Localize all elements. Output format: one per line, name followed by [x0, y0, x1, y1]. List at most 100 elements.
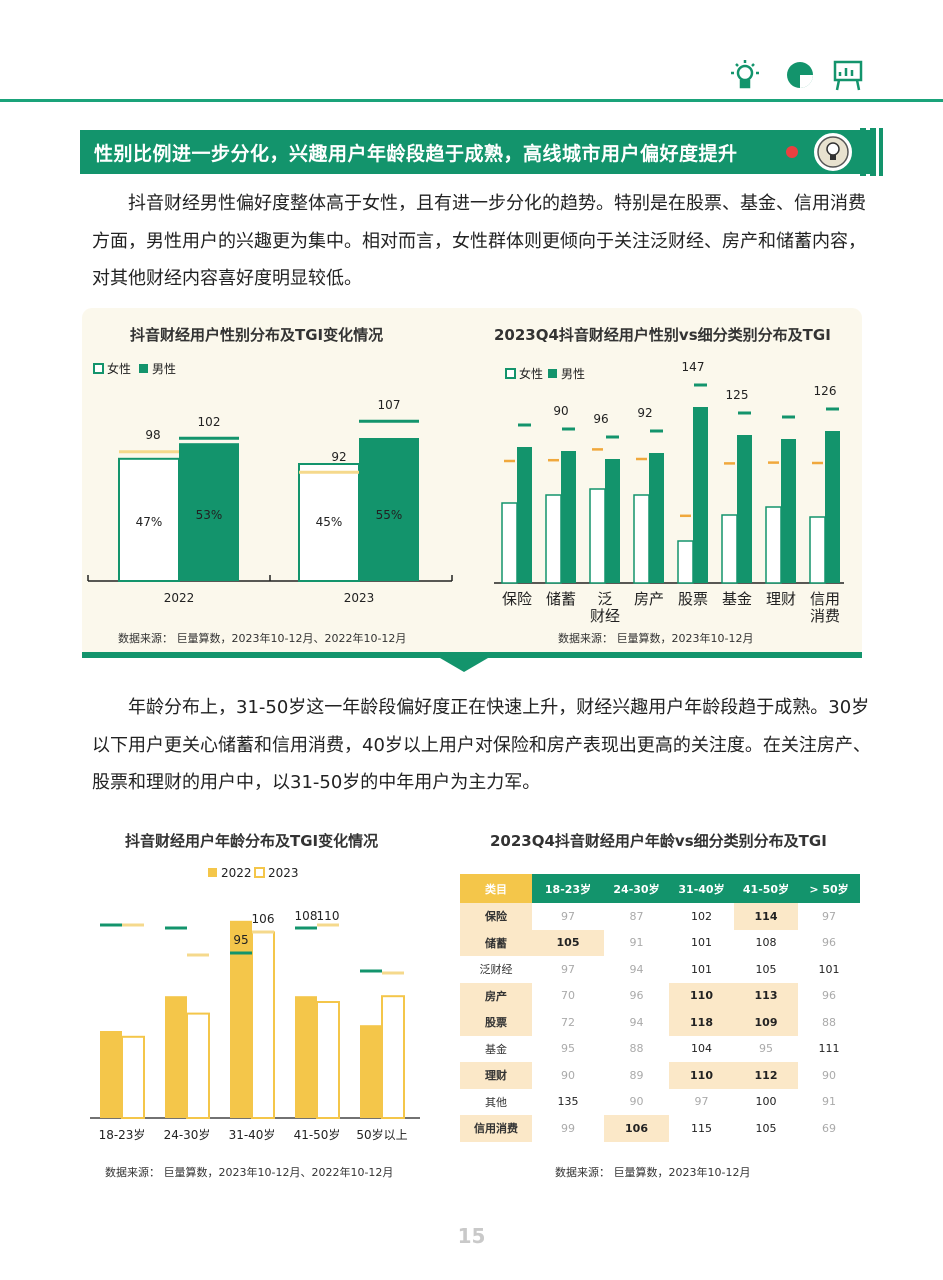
chart1-title: 抖音财经用户性别分布及TGI变化情况	[130, 326, 384, 344]
chart1-source: 数据来源： 巨量算数，2023年10-12月、2022年10-12月	[118, 632, 407, 645]
bar-female	[809, 516, 826, 584]
bar-2022	[360, 1025, 382, 1118]
bar-2022	[100, 1031, 122, 1118]
x-tick-label: 泛	[597, 590, 612, 608]
bar-female	[501, 502, 518, 584]
header-age-group: 18-23岁	[532, 874, 604, 903]
tgi-cell: 94	[629, 962, 644, 976]
tgi-cell: 89	[629, 1068, 644, 1082]
legend-swatch-male	[548, 369, 557, 378]
tgi-cell: 114	[734, 903, 798, 930]
bar-male	[781, 439, 796, 583]
bar-label-male: 53%	[196, 508, 223, 522]
tgi-cell: 104	[691, 1042, 712, 1056]
tgi-cell: 90	[822, 1068, 836, 1082]
chart3-source: 数据来源： 巨量算数，2023年10-12月、2022年10-12月	[105, 1166, 394, 1179]
bar-female	[589, 488, 606, 584]
tgi-label-2023: 106	[252, 912, 275, 926]
tgi-cell: 70	[561, 989, 575, 1003]
x-tick-label: 24-30岁	[164, 1127, 211, 1142]
x-tick-label: 2022	[164, 591, 195, 605]
header-rule	[0, 99, 943, 102]
tgi-cell: 95	[561, 1042, 575, 1056]
tgi-cell: 105	[532, 929, 604, 956]
tgi-cell: 88	[629, 1042, 644, 1056]
pie-chart-icon	[787, 62, 813, 88]
legend-label-male: 男性	[152, 362, 176, 376]
bar-2023	[251, 931, 275, 1120]
bar-2023	[121, 1035, 145, 1119]
tgi-cell: 72	[561, 1015, 575, 1029]
tgi-cell: 110	[669, 982, 734, 1009]
bar-male	[605, 459, 620, 583]
bar-male	[517, 447, 532, 583]
lightbulb-badge-icon	[812, 131, 854, 173]
bar-label-female: 45%	[316, 515, 343, 529]
paragraph-gender: 抖音财经男性偏好度整体高于女性，且有进一步分化的趋势。特别是在股票、基金、信用消…	[92, 193, 866, 290]
row-category: 股票	[460, 1009, 532, 1036]
tgi-cell: 135	[557, 1095, 579, 1109]
tgi-cell: 113	[734, 982, 798, 1009]
tgi-cell: 115	[691, 1121, 712, 1135]
x-tick-label: 2023	[344, 591, 375, 605]
tgi-cell: 96	[629, 989, 644, 1003]
row-category: 基金	[485, 1042, 507, 1056]
tgi-cell: 97	[561, 909, 575, 923]
x-tick-label: 储蓄	[546, 590, 576, 608]
chart4-title: 2023Q4抖音财经用户年龄vs细分类别分布及TGI	[490, 832, 827, 850]
x-tick-label: 消费	[810, 607, 840, 625]
tgi-cell: 118	[669, 1009, 734, 1036]
table-row: 信用消费 99 106 115 105 69	[460, 1115, 860, 1142]
x-tick-label: 财经	[590, 607, 620, 625]
legend-label-male: 男性	[561, 367, 585, 381]
tgi-cell: 101	[691, 936, 712, 950]
tgi-label-2023: 110	[317, 909, 340, 923]
tgi-cell: 99	[561, 1121, 575, 1135]
table-row: 基金 95 88 104 95 111	[460, 1036, 860, 1063]
bar-label-female: 47%	[136, 515, 163, 529]
chart3-title: 抖音财经用户年龄分布及TGI变化情况	[125, 832, 379, 850]
tgi-cell: 109	[734, 1009, 798, 1036]
table-row: 泛财经 97 94 101 105 101	[460, 956, 860, 983]
legend-label-2023: 2023	[268, 866, 299, 880]
page-number: 15	[457, 1224, 486, 1248]
row-category: 保险	[460, 903, 532, 930]
banner-stripes-decoration	[860, 128, 883, 176]
bar-male	[825, 431, 840, 583]
bar-female	[633, 494, 650, 584]
legend-label-2022: 2022	[221, 866, 252, 880]
header-age-group: 31-40岁	[669, 874, 734, 903]
bar-2022	[165, 996, 187, 1118]
tgi-cell: 112	[734, 1062, 798, 1089]
tgi-cell: 97	[822, 909, 836, 923]
red-dot-icon	[786, 146, 798, 158]
tgi-cell: 96	[822, 936, 836, 950]
x-tick-label: 理财	[766, 590, 796, 608]
intro-paragraph: 抖音财经男性偏好度整体高于女性，且有进一步分化的趋势。特别是在股票、基金、信用消…	[92, 185, 872, 298]
presentation-chart-icon	[833, 60, 863, 91]
legend-swatch-2023	[254, 867, 265, 878]
tgi-cell: 97	[561, 962, 575, 976]
tgi-cell: 101	[818, 962, 840, 976]
bar-male	[693, 407, 708, 583]
gender-distribution-chart: 女性 男性 47% 53% 98 102 2022 45% 55% 92 107 2023	[87, 361, 453, 605]
bar-label-male: 55%	[376, 508, 403, 522]
tgi-label: 96	[593, 412, 608, 426]
row-category: 泛财经	[479, 963, 513, 977]
table-row: 股票 72 94 118 109 88	[460, 1009, 860, 1036]
bar-male	[649, 453, 664, 583]
bar-female	[298, 463, 360, 582]
header-age-group: 41-50岁	[734, 874, 798, 903]
tgi-cell: 91	[822, 1095, 836, 1109]
tgi-cell: 108	[755, 936, 777, 950]
row-category: 储蓄	[460, 929, 532, 956]
chart4-source: 数据来源： 巨量算数，2023年10-12月	[555, 1166, 751, 1179]
x-tick-label: 股票	[678, 590, 708, 608]
chart2-title: 2023Q4抖音财经用户性别vs细分类别分布及TGI	[494, 326, 831, 344]
paragraph-age: 年龄分布上，31-50岁这一年龄段偏好度正在快速上升，财经兴趣用户年龄段趋于成熟…	[92, 697, 871, 794]
tgi-label: 90	[553, 404, 568, 418]
x-tick-label: 房产	[634, 590, 664, 608]
tgi-cell: 95	[759, 1042, 773, 1056]
tgi-label-2022: 108	[295, 909, 318, 923]
